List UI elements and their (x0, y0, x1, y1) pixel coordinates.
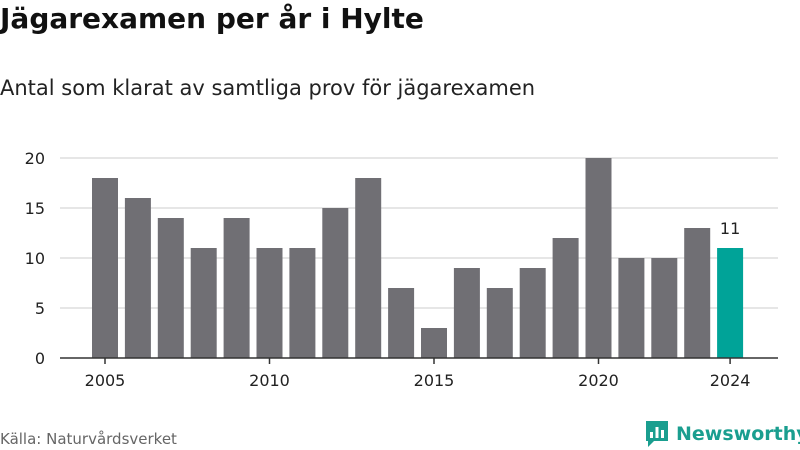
bar-2014 (388, 288, 415, 358)
bar-2009 (223, 218, 250, 358)
newsworthy-logo-icon (646, 421, 668, 447)
bar-2006 (124, 198, 151, 358)
y-tick-label-10: 10 (25, 249, 45, 268)
bar-2012 (322, 208, 349, 358)
x-axis (60, 357, 778, 364)
bar-2013 (355, 178, 382, 358)
x-tick-label-2015: 2015 (414, 371, 455, 390)
bar-2017 (486, 288, 513, 358)
bar-2005 (92, 178, 118, 358)
brand-name: Newsworthy (676, 423, 800, 445)
bar-2007 (157, 218, 184, 358)
x-tick-label-2020: 2020 (578, 371, 619, 390)
source-note: Källa: Naturvårdsverket (0, 430, 177, 448)
x-tick-label-2010: 2010 (249, 371, 290, 390)
chart-title: Jägarexamen per år i Hylte (0, 2, 424, 35)
y-tick-label-15: 15 (25, 199, 45, 218)
bar-2008 (190, 248, 217, 358)
bars (92, 158, 744, 358)
bar-2016 (453, 268, 480, 358)
x-tick-label-2024: 2024 (710, 371, 751, 390)
bar-2020 (585, 158, 612, 358)
chart-subtitle: Antal som klarat av samtliga prov för jä… (0, 76, 536, 100)
bar-chart: 0 5 10 15 20 2005 2010 2015 2020 2024 11 (25, 149, 778, 390)
bar-2018 (519, 268, 546, 358)
bar-2015 (421, 328, 447, 358)
labels: 0 5 10 15 20 2005 2010 2015 2020 2024 11 (25, 149, 751, 390)
bar-2019 (552, 238, 579, 358)
bar-2011 (289, 248, 316, 358)
bar-2021 (618, 258, 645, 358)
bar-2024 (717, 248, 744, 358)
bar-2010 (256, 248, 283, 358)
brand-logo: Newsworthy (644, 418, 800, 450)
data-label-2024: 11 (720, 219, 740, 238)
bar-2023 (684, 228, 711, 358)
bar-2022 (651, 258, 678, 358)
y-tick-label-0: 0 (35, 349, 45, 368)
x-tick-label-2005: 2005 (85, 371, 126, 390)
y-tick-label-5: 5 (35, 299, 45, 318)
y-tick-label-20: 20 (25, 149, 45, 168)
